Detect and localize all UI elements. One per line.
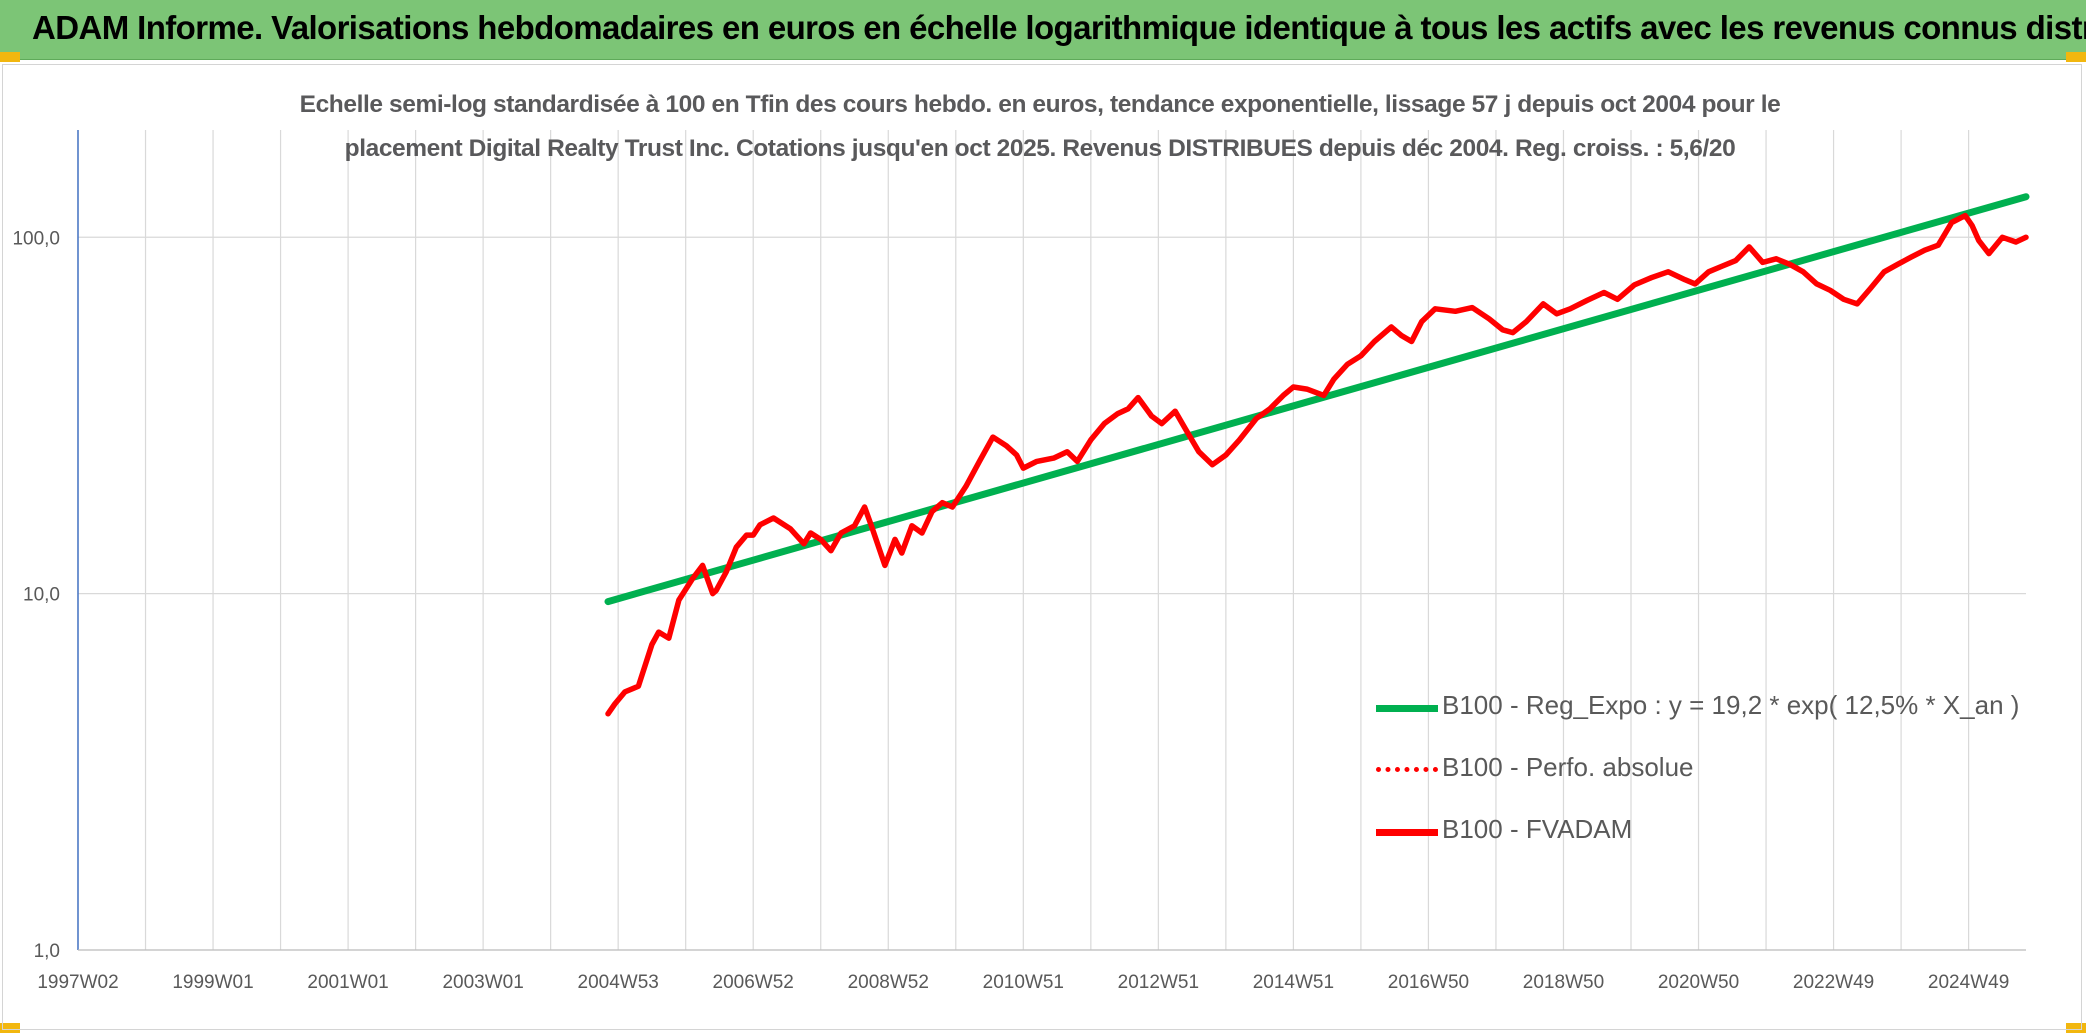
chart-frame [2, 64, 2082, 1030]
x-tick-label: 2016W50 [1388, 972, 1469, 993]
legend-label-regression: B100 - Reg_Expo : y = 19,2 * exp( 12,5% … [1442, 690, 2020, 720]
legend-swatch-green-line [1376, 705, 1438, 712]
x-tick-label: 2006W52 [713, 972, 794, 993]
x-tick-label: 2012W51 [1118, 972, 1199, 993]
corner-marker-bottom-right [2066, 1023, 2086, 1033]
y-tick-label: 10,0 [23, 585, 60, 606]
legend-swatch-red-dotted-line [1376, 767, 1438, 772]
x-tick-label: 1997W02 [37, 972, 118, 993]
report-title: ADAM Informe. Valorisations hebdomadaire… [32, 9, 2086, 46]
x-tick-label: 2008W52 [848, 972, 929, 993]
chart-title-line-1: Echelle semi-log standardisée à 100 en T… [299, 91, 1781, 118]
y-tick-label: 1,0 [34, 941, 60, 962]
x-tick-label: 2014W51 [1253, 972, 1334, 993]
legend-item-regression: B100 - Reg_Expo : y = 19,2 * exp( 12,5% … [1376, 686, 2020, 726]
report-header-banner: ADAM Informe. Valorisations hebdomadaire… [0, 0, 2086, 60]
x-tick-label: 2004W53 [578, 972, 659, 993]
corner-marker-bottom-left [0, 1023, 20, 1033]
y-tick-label: 100,0 [12, 228, 60, 249]
x-tick-label: 1999W01 [172, 972, 253, 993]
legend-item-absolute-performance: B100 - Perfo. absolue [1376, 748, 2016, 788]
x-tick-label: 2001W01 [307, 972, 388, 993]
x-tick-label: 2018W50 [1523, 972, 1604, 993]
fvadam-series-line [605, 212, 2029, 717]
chart-title-line-2: placement Digital Realty Trust Inc. Cota… [344, 135, 1736, 162]
legend-label-absolute-performance: B100 - Perfo. absolue [1442, 752, 1694, 782]
x-tick-label: 2022W49 [1793, 972, 1874, 993]
x-tick-label: 2003W01 [442, 972, 523, 993]
x-tick-label: 2020W50 [1658, 972, 1739, 993]
legend-label-fvadam: B100 - FVADAM [1442, 814, 1633, 844]
legend-swatch-red-line [1376, 829, 1438, 836]
legend-item-fvadam: B100 - FVADAM [1376, 810, 2016, 850]
x-tick-label: 2010W51 [983, 972, 1064, 993]
corner-marker-top-left [0, 52, 20, 62]
x-tick-label: 2024W49 [1928, 972, 2009, 993]
corner-marker-top-right [2066, 52, 2086, 62]
